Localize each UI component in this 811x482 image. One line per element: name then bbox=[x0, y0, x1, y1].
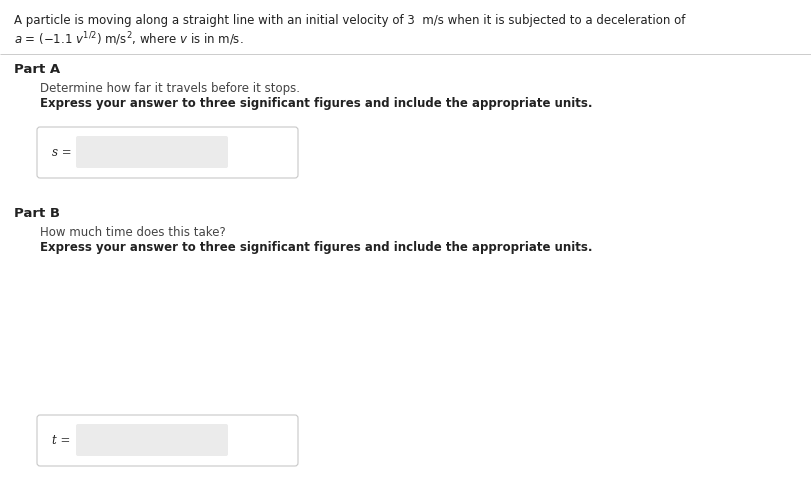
FancyBboxPatch shape bbox=[76, 136, 228, 168]
Text: Express your answer to three significant figures and include the appropriate uni: Express your answer to three significant… bbox=[40, 97, 592, 110]
Text: t =: t = bbox=[52, 434, 71, 447]
FancyBboxPatch shape bbox=[76, 424, 228, 456]
Text: Express your answer to three significant figures and include the appropriate uni: Express your answer to three significant… bbox=[40, 241, 592, 254]
Text: A particle is moving along a straight line with an initial velocity of 3  m/s wh: A particle is moving along a straight li… bbox=[14, 14, 684, 27]
Text: $a$ = ($-$1.1 $v^{1/2}$) m/s$^{2}$, where $v$ is in m/s.: $a$ = ($-$1.1 $v^{1/2}$) m/s$^{2}$, wher… bbox=[14, 30, 243, 48]
Text: Part B: Part B bbox=[14, 207, 60, 220]
Text: Determine how far it travels before it stops.: Determine how far it travels before it s… bbox=[40, 82, 299, 95]
Text: How much time does this take?: How much time does this take? bbox=[40, 226, 225, 239]
FancyBboxPatch shape bbox=[37, 127, 298, 178]
FancyBboxPatch shape bbox=[37, 415, 298, 466]
Text: Part A: Part A bbox=[14, 63, 60, 76]
Text: s =: s = bbox=[52, 146, 71, 159]
